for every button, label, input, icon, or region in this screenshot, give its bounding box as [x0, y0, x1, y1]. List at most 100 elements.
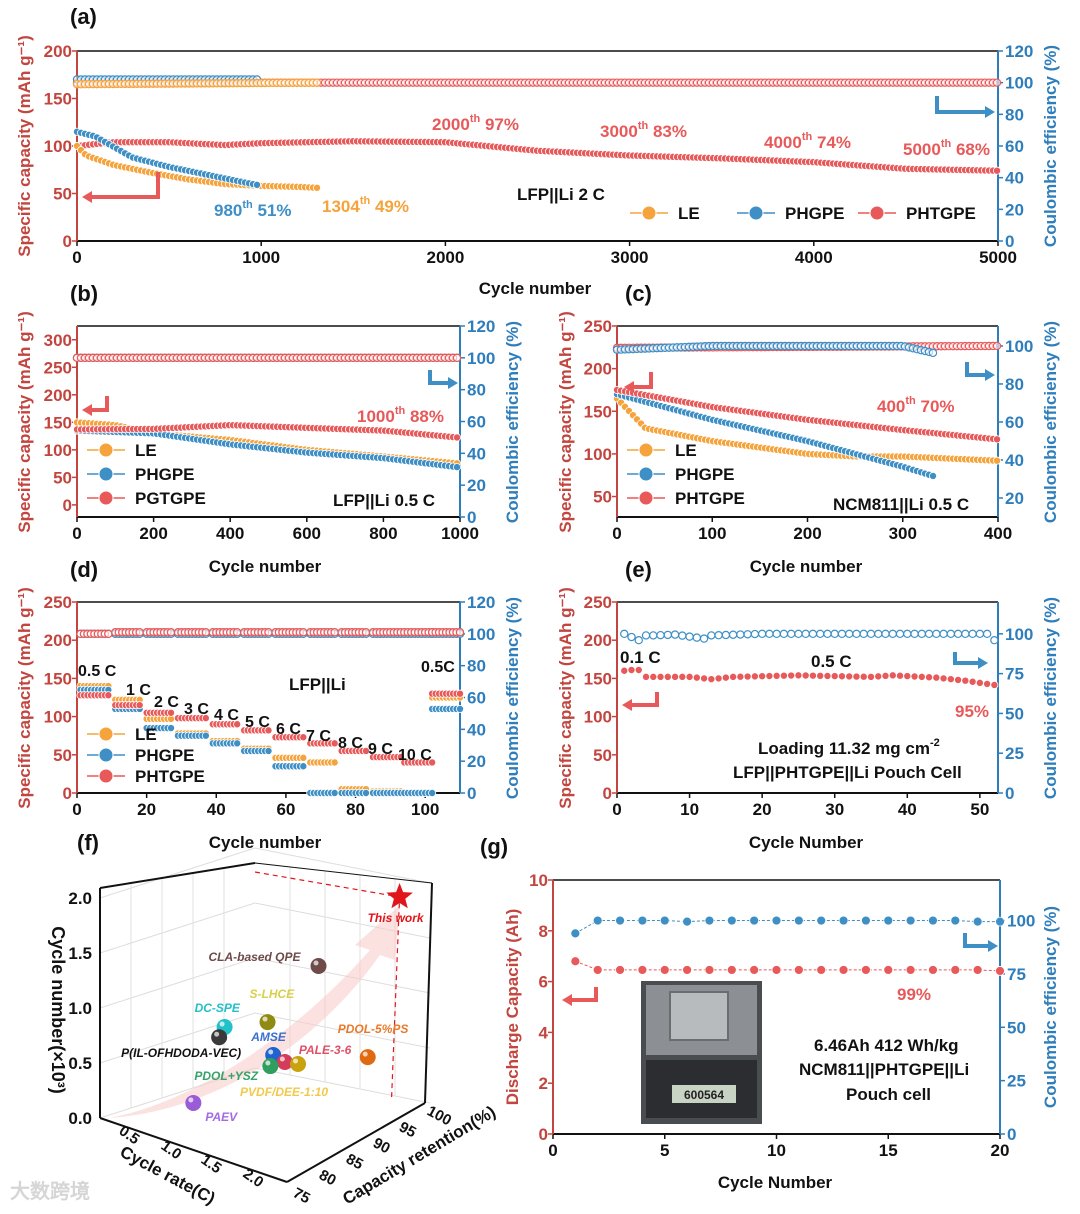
left-axis-arrow-icon [630, 692, 659, 707]
annotation-text: 980 [214, 201, 242, 220]
data-point [990, 680, 999, 689]
y-left-tick-label: 2 [539, 1074, 548, 1093]
data-point [861, 915, 871, 926]
annotation-superscript: th [638, 120, 649, 132]
annotation-text: 97% [480, 115, 519, 134]
data-point [663, 672, 672, 681]
legend-marker [98, 768, 114, 784]
annotation: 95% [955, 702, 989, 721]
data-point [201, 731, 210, 740]
x-tick-label: 15 [879, 1141, 898, 1160]
point-label: P(IL-OFHDODA-VEC) [121, 1046, 241, 1060]
annotation-text: 0.5 C [811, 652, 852, 671]
data-point [845, 672, 854, 681]
data-point [787, 671, 796, 680]
panel-label: (a) [70, 4, 97, 29]
data-point [925, 673, 934, 682]
panel-a: (a)0 1000 2000 3000 4000 50000501001502000204… [15, 4, 1060, 298]
series-phtgpe [73, 137, 1002, 175]
series-phtgpe [620, 665, 999, 689]
panel-label: (f) [77, 830, 99, 855]
annotation-superscript: th [802, 131, 813, 143]
data-point [671, 672, 680, 681]
annotation: LFP||Li 0.5 C [333, 491, 435, 510]
data-point [765, 629, 774, 639]
data-point [896, 671, 905, 680]
legend-label: LE [135, 725, 157, 744]
data-point [649, 631, 658, 640]
pouch-cell [669, 991, 729, 1041]
x-tick-label: 1000 [242, 248, 280, 267]
legend-item: PHGPE [627, 465, 735, 484]
y-left-tick-label: 150 [44, 90, 72, 109]
y-left-axis-title: Specific capacity (mAh g⁻¹) [15, 587, 34, 809]
annotation: 6.46Ah 412 Wh/kg [814, 1036, 959, 1055]
data-point [910, 629, 919, 639]
arrowhead-icon [985, 369, 995, 381]
series-phgpe-ce [612, 341, 938, 358]
legend-marker [98, 726, 114, 742]
data-point [682, 916, 692, 927]
data-point [794, 671, 803, 680]
data-point [312, 183, 321, 192]
left-axis-arrow-icon [90, 172, 160, 199]
y-left-tick-label: 0 [63, 232, 72, 251]
data-point [750, 629, 760, 639]
y-tick-label: 90 [370, 1135, 393, 1158]
data-point [736, 672, 745, 681]
y-tick-label: 95 [396, 1119, 419, 1142]
annotation: 1000th 88% [357, 405, 444, 426]
legend-label: PGTGPE [135, 489, 206, 508]
data-point [166, 628, 176, 637]
pouch-cell-photo: 600564 [641, 981, 762, 1124]
annotation-superscript: -2 [930, 737, 940, 749]
x-tick-label: 100 [698, 524, 726, 543]
data-point [954, 675, 963, 684]
data-point [663, 630, 673, 640]
x-tick-label: 400 [216, 524, 244, 543]
annotation: LFP||Li 2 C [517, 185, 605, 204]
data-point [233, 739, 242, 748]
annotation-text: 95% [955, 702, 989, 721]
data-point [649, 672, 658, 681]
sphere-marker [185, 1094, 202, 1111]
data-point [757, 629, 767, 639]
data-point [670, 630, 680, 639]
data-point-paev: PAEV [185, 1094, 238, 1124]
annotation: 3000th 83% [600, 120, 687, 141]
data-point [903, 629, 912, 639]
x-tick-label: 4000 [795, 248, 833, 267]
data-point [888, 629, 897, 639]
x-axis-title: Cycle Number [749, 833, 864, 852]
data-point [823, 671, 832, 680]
data-point [939, 629, 948, 639]
data-point [975, 678, 984, 687]
y-left-tick-label: 150 [584, 669, 612, 688]
annotation-text: 51% [253, 201, 292, 220]
annotation: 5000th 68% [903, 138, 990, 159]
grid-line [99, 847, 256, 899]
data-point [330, 758, 339, 767]
data-point [592, 915, 603, 926]
y-right-tick-label: 120 [467, 593, 495, 612]
data-point [961, 676, 970, 685]
sphere-marker [359, 1049, 376, 1066]
point-label: This work [368, 911, 425, 925]
left-axis-arrow-icon [632, 372, 653, 389]
data-point [627, 665, 636, 674]
data-point [772, 629, 781, 639]
data-point [883, 965, 894, 975]
y-right-tick-label: 20 [1005, 200, 1024, 219]
annotation: 980th 51% [214, 199, 292, 220]
y-left-tick-label: 200 [44, 631, 72, 650]
y-left-tick-label: 50 [53, 185, 72, 204]
y-right-tick-label: 25 [1007, 1072, 1026, 1091]
data-point [656, 672, 665, 681]
legend-item: LE [630, 204, 700, 223]
y-right-axis-title: Coulombic efficiency (%) [1041, 906, 1060, 1108]
panel-label: (g) [480, 834, 508, 859]
data-point [932, 629, 941, 639]
y-left-tick-label: 50 [593, 746, 612, 765]
y-right-tick-label: 60 [1005, 137, 1024, 156]
data-point-this-work: This work [368, 883, 425, 925]
